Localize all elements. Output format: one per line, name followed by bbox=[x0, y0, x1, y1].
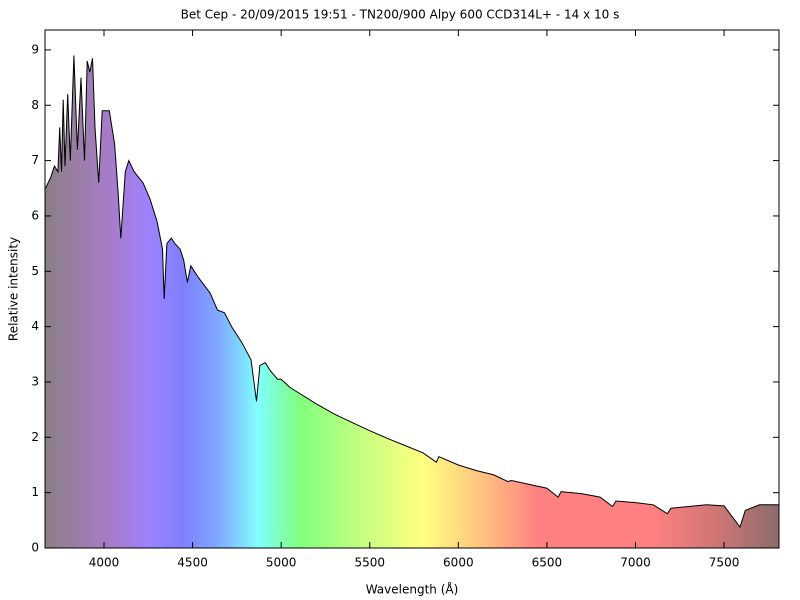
y-tick-label: 9 bbox=[31, 42, 39, 56]
y-tick-label: 8 bbox=[31, 98, 39, 112]
x-tick-label: 7000 bbox=[620, 556, 651, 570]
y-tick-label: 1 bbox=[31, 485, 39, 499]
y-tick-label: 5 bbox=[31, 264, 39, 278]
x-tick-label: 5500 bbox=[354, 556, 385, 570]
x-tick-label: 4500 bbox=[177, 556, 208, 570]
x-axis-label: Wavelength (Å) bbox=[366, 582, 459, 597]
x-tick-label: 7500 bbox=[709, 556, 740, 570]
plot-frame bbox=[44, 29, 780, 549]
y-tick-label: 4 bbox=[31, 319, 39, 333]
y-tick-label: 3 bbox=[31, 374, 39, 388]
spectrum-line bbox=[45, 55, 779, 529]
x-tick-label: 4000 bbox=[89, 556, 120, 570]
y-tick-label: 2 bbox=[31, 430, 39, 444]
y-tick-label: 0 bbox=[31, 541, 39, 555]
spectrum-fill bbox=[45, 55, 779, 548]
chart-title: Bet Cep - 20/09/2015 19:51 - TN200/900 A… bbox=[181, 8, 620, 22]
x-tick-label: 5000 bbox=[266, 556, 297, 570]
y-tick-label: 7 bbox=[31, 153, 39, 167]
x-tick-label: 6000 bbox=[443, 556, 474, 570]
x-tick-label: 6500 bbox=[532, 556, 563, 570]
y-axis-label: Relative intensity bbox=[7, 237, 21, 341]
y-tick-label: 6 bbox=[31, 208, 39, 222]
